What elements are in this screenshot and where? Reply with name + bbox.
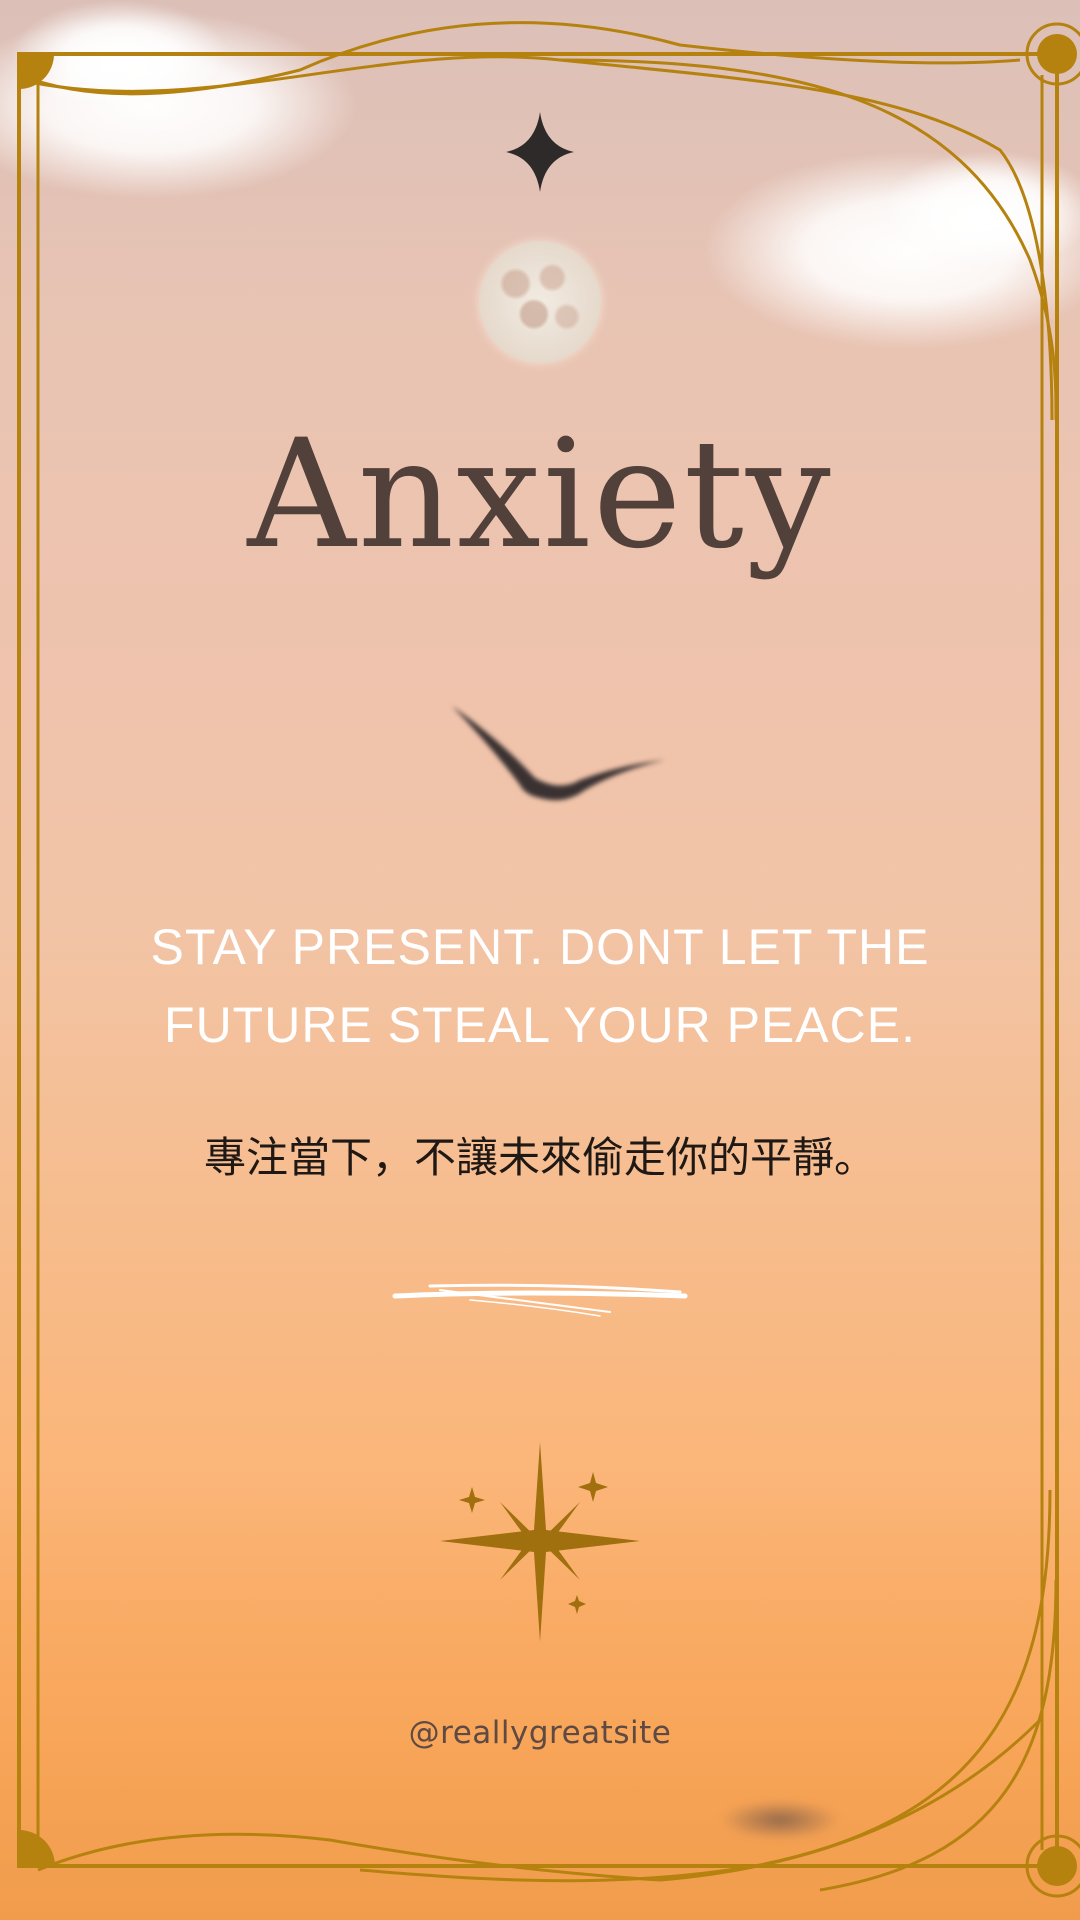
corner-dot-bottom-right	[1037, 1846, 1077, 1886]
sparkle-cluster-icon	[440, 1442, 640, 1642]
frame-top-right-sweep-2	[559, 58, 1058, 421]
frame-bottom-right-sweep-2	[819, 1579, 1058, 1892]
corner-dot-top-right	[1037, 34, 1077, 74]
frame-top-arc	[19, 21, 1021, 96]
corner-ring-top-right	[1025, 22, 1080, 86]
quote-english: STAY PRESENT. DONT LET THE FUTURE STEAL …	[150, 919, 930, 1053]
dark-cloud-wisp	[720, 1800, 840, 1840]
corner-ring-bottom-right	[1025, 1834, 1080, 1898]
corner-quarter-top-left	[19, 54, 54, 89]
poster-title: Anxiety	[247, 408, 833, 582]
frame-top-right-sweep-1	[19, 55, 1054, 421]
frame-outer-border	[17, 52, 1059, 1868]
four-point-star-icon	[506, 112, 574, 192]
frame-bottom-right-sweep-1	[359, 1489, 1052, 1883]
brush-stroke-divider	[392, 1283, 688, 1317]
quote-chinese: 專注當下，不讓未來偷走你的平靜。	[203, 1133, 876, 1182]
moon-icon	[479, 241, 601, 363]
corner-quarter-bottom-left	[19, 1830, 55, 1866]
cloud-top-right-small	[880, 150, 1080, 270]
bird-icon	[452, 706, 665, 801]
social-handle[interactable]: @reallygreatsite	[408, 1715, 672, 1751]
frame-bottom-arc	[37, 1718, 1042, 1882]
